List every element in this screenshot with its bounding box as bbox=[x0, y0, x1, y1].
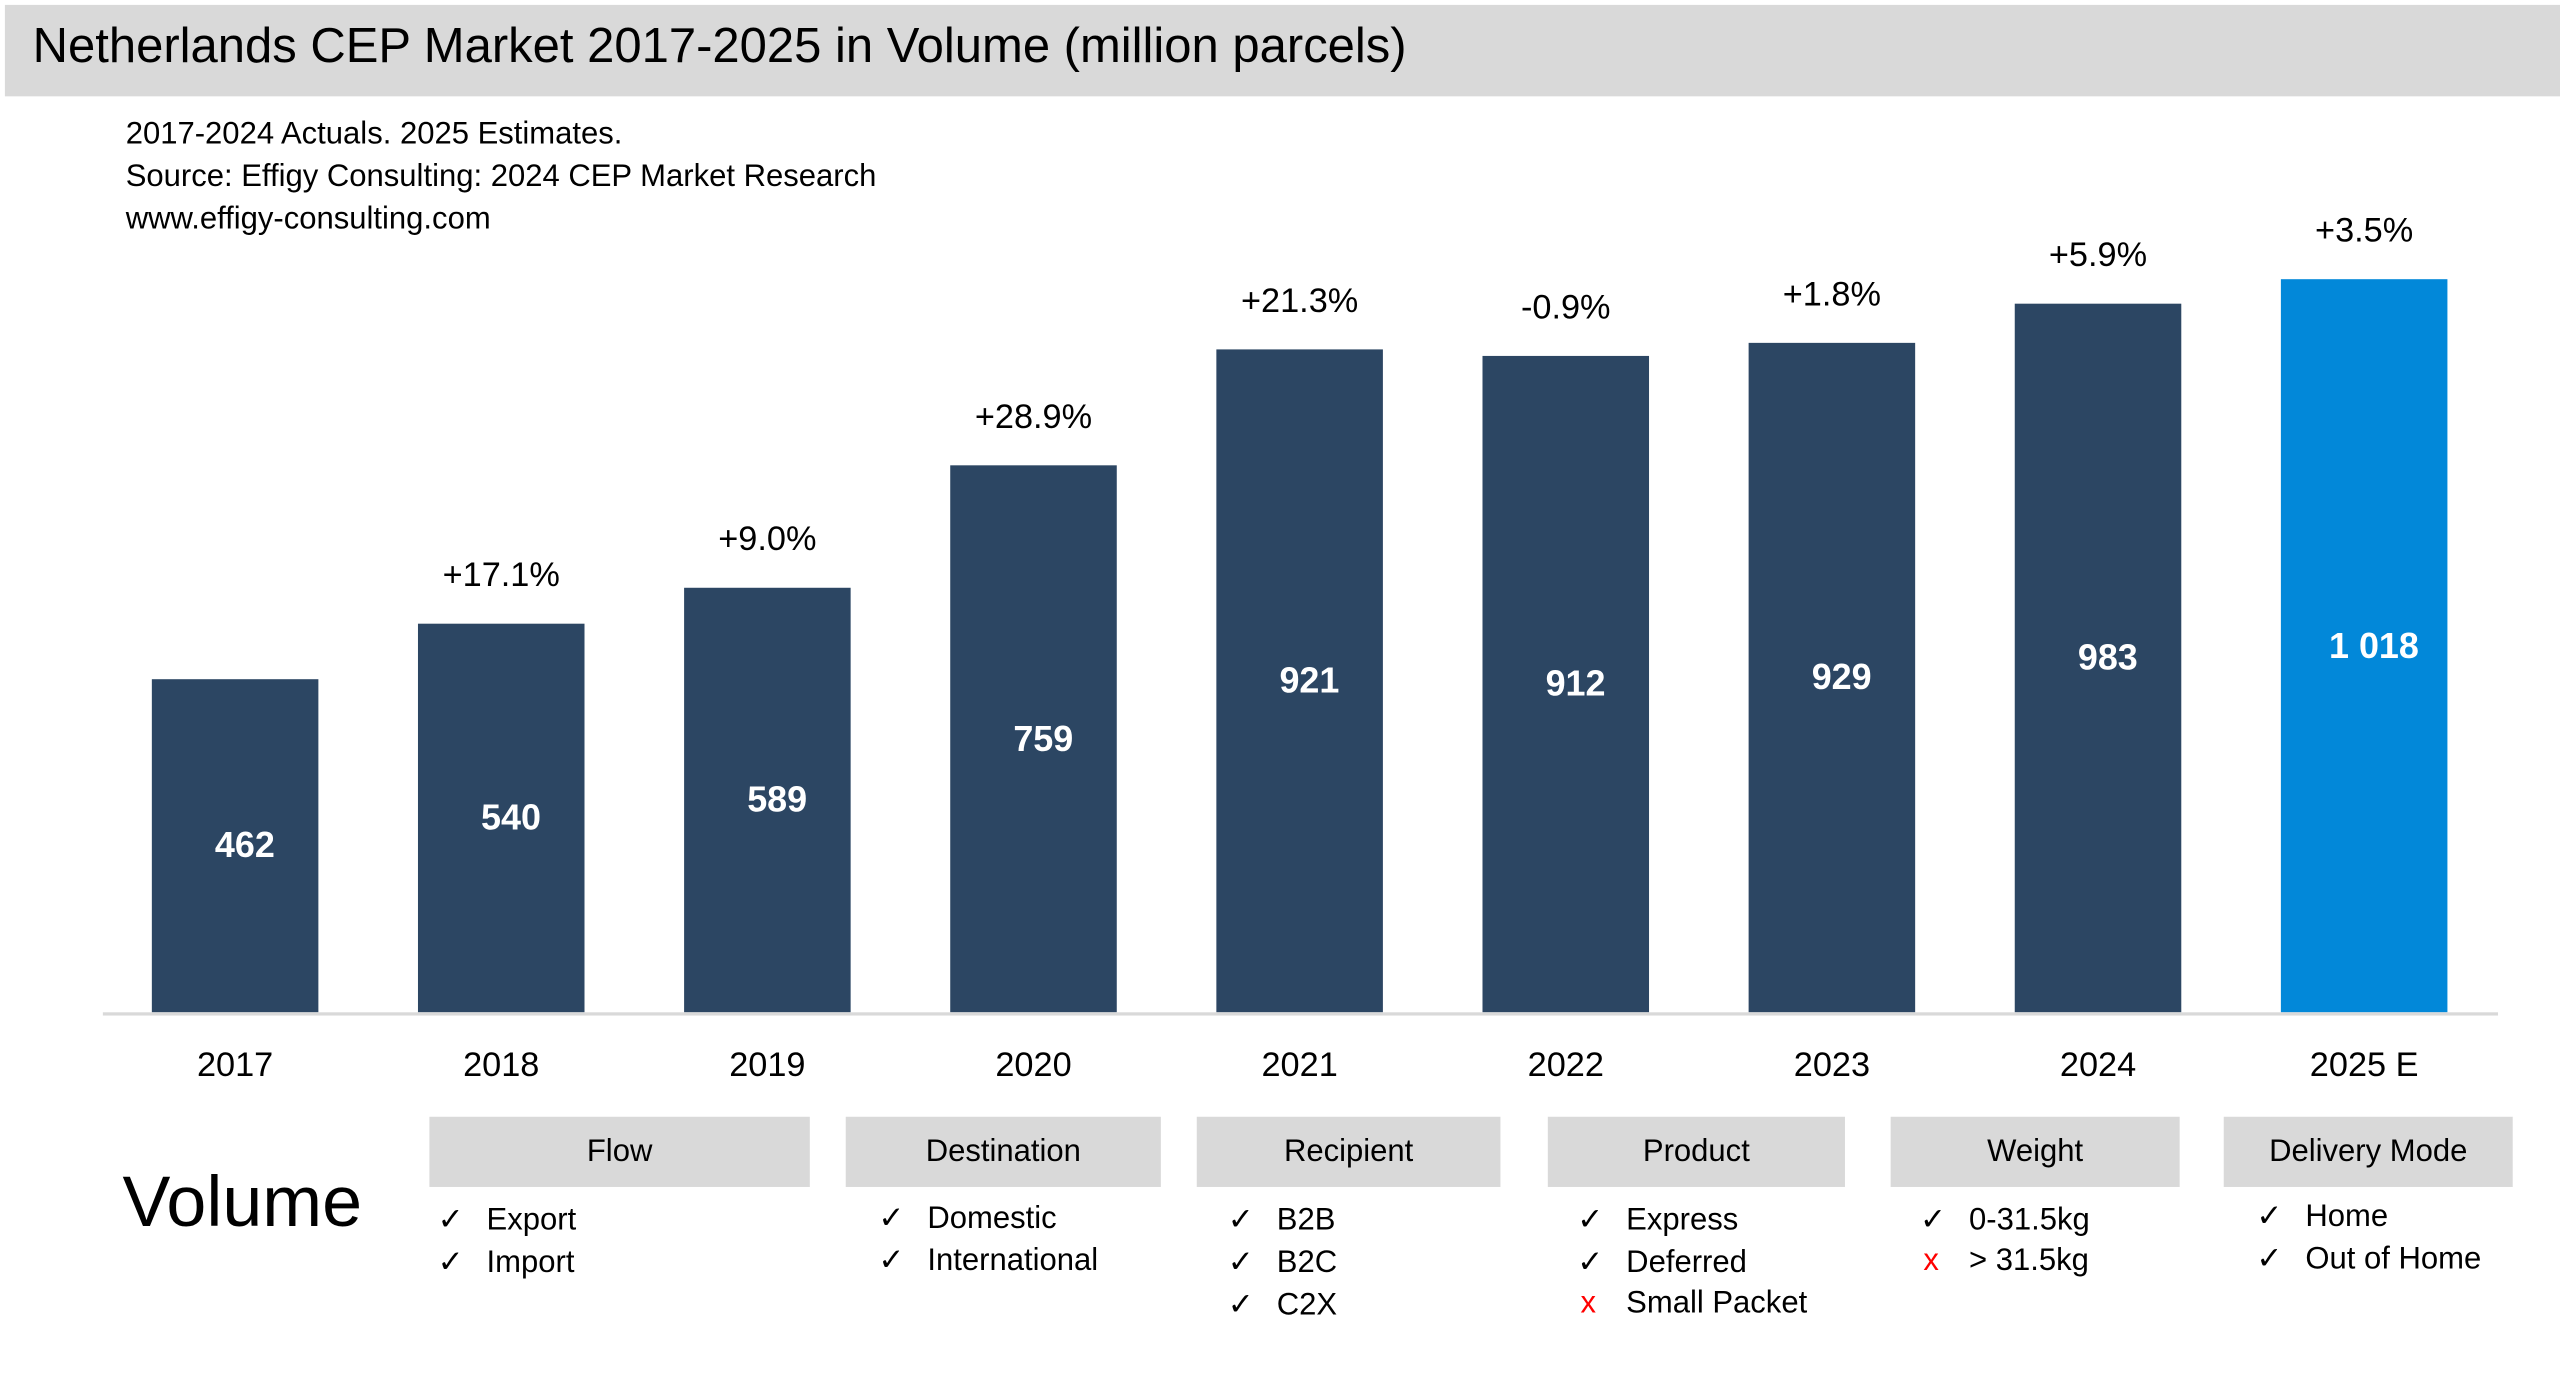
growth-label: +28.9% bbox=[974, 398, 1093, 437]
segment-header-delivery-mode: Delivery Mode bbox=[2223, 1116, 2513, 1187]
check-icon: ✓ bbox=[1577, 1203, 1604, 1238]
segment-item: ✓ C2X bbox=[1228, 1287, 1337, 1325]
segment-item: ✓ Domestic bbox=[878, 1200, 1056, 1238]
x-tick-label: 2023 bbox=[1793, 1046, 1871, 1085]
value-label: 759 bbox=[1013, 717, 1074, 759]
subtitle-url: www.effigy-consulting.com bbox=[125, 202, 491, 237]
subtitle-source: Source: Effigy Consulting: 2024 CEP Mark… bbox=[125, 160, 877, 195]
value-label: 921 bbox=[1279, 659, 1340, 701]
segment-header-weight: Weight bbox=[1890, 1116, 2180, 1187]
cross-icon: x bbox=[1580, 1286, 1596, 1321]
bar-2019 bbox=[684, 588, 851, 1013]
segment-item-label: > 31.5kg bbox=[1969, 1244, 2089, 1279]
growth-label: +1.8% bbox=[1782, 276, 1881, 314]
segment-item-label: C2X bbox=[1276, 1288, 1338, 1323]
x-tick-label: 2018 bbox=[463, 1046, 540, 1085]
check-icon: ✓ bbox=[2256, 1242, 2283, 1277]
segment-item-label: International bbox=[927, 1244, 1099, 1279]
bar-2020 bbox=[950, 465, 1117, 1013]
segment-item: ✓ Import bbox=[438, 1244, 575, 1282]
title-bar bbox=[4, 4, 2560, 97]
value-label: 1 018 bbox=[2328, 624, 2419, 666]
segment-item-label: Out of Home bbox=[2305, 1242, 2482, 1277]
value-label: 912 bbox=[1545, 662, 1606, 704]
segment-item-label: Express bbox=[1626, 1203, 1739, 1238]
segment-item: ✓ International bbox=[878, 1242, 1098, 1280]
page-title: Netherlands CEP Market 2017-2025 in Volu… bbox=[32, 19, 1407, 74]
segment-item-label: Home bbox=[2305, 1200, 2389, 1235]
segment-item: ✓ B2C bbox=[1228, 1244, 1337, 1282]
check-icon: ✓ bbox=[437, 1245, 464, 1281]
growth-label: -0.9% bbox=[1520, 288, 1611, 327]
segment-item-label: Import bbox=[486, 1245, 575, 1281]
growth-label: +9.0% bbox=[718, 521, 817, 559]
value-label: 462 bbox=[214, 824, 275, 866]
segment-item: ✓ Out of Home bbox=[2256, 1241, 2481, 1279]
growth-label: +3.5% bbox=[2315, 212, 2414, 250]
value-label: 540 bbox=[481, 796, 542, 838]
check-icon: ✓ bbox=[1227, 1245, 1254, 1281]
segment-header-product: Product bbox=[1547, 1116, 1845, 1187]
segment-item: x Small Packet bbox=[1577, 1287, 1807, 1323]
subtitle-actuals: 2017-2024 Actuals. 2025 Estimates. bbox=[125, 117, 623, 152]
bar-2021 bbox=[1216, 349, 1383, 1013]
segment-item: ✓ B2B bbox=[1228, 1202, 1336, 1240]
segment-item-label: Deferred bbox=[1626, 1245, 1747, 1281]
x-tick-label: 2025 E bbox=[2309, 1046, 2419, 1085]
segment-item-label: B2C bbox=[1276, 1245, 1338, 1281]
check-icon: ✓ bbox=[437, 1203, 464, 1238]
volume-label: Volume bbox=[122, 1162, 363, 1243]
value-label: 983 bbox=[2077, 637, 2138, 678]
growth-label: +17.1% bbox=[442, 556, 560, 594]
bar-2023 bbox=[1748, 343, 1916, 1013]
check-icon: ✓ bbox=[878, 1201, 905, 1236]
growth-label: +21.3% bbox=[1241, 282, 1359, 320]
check-icon: ✓ bbox=[1227, 1203, 1254, 1238]
bar-2017 bbox=[151, 679, 319, 1013]
check-icon: ✓ bbox=[1227, 1288, 1254, 1323]
bar-2025-E bbox=[2280, 279, 2448, 1013]
segment-item-label: Export bbox=[486, 1203, 577, 1238]
segment-item-label: 0-31.5kg bbox=[1969, 1203, 2090, 1238]
check-icon: ✓ bbox=[878, 1244, 905, 1279]
segment-header-recipient: Recipient bbox=[1196, 1116, 1501, 1187]
x-tick-label: 2022 bbox=[1527, 1046, 1604, 1085]
x-tick-label: 2019 bbox=[729, 1046, 806, 1085]
x-tick-label: 2024 bbox=[2059, 1046, 2137, 1085]
value-label: 589 bbox=[747, 778, 808, 820]
check-icon: ✓ bbox=[1577, 1245, 1604, 1281]
segment-item: x > 31.5kg bbox=[1920, 1244, 2089, 1280]
growth-label: +5.9% bbox=[2048, 237, 2148, 275]
x-axis-line bbox=[102, 1012, 2499, 1016]
check-icon: ✓ bbox=[2256, 1200, 2283, 1235]
segment-item-label: Domestic bbox=[927, 1201, 1057, 1236]
segment-item: ✓ Deferred bbox=[1577, 1244, 1747, 1282]
segment-header-destination: Destination bbox=[845, 1116, 1161, 1187]
segment-item-label: B2B bbox=[1276, 1203, 1336, 1238]
segment-item: ✓ 0-31.5kg bbox=[1920, 1202, 2090, 1240]
cross-icon: x bbox=[1923, 1244, 1939, 1279]
segment-item-label: Small Packet bbox=[1626, 1286, 1808, 1321]
x-tick-label: 2020 bbox=[995, 1046, 1072, 1085]
check-icon: ✓ bbox=[1920, 1203, 1947, 1238]
x-tick-label: 2017 bbox=[196, 1046, 274, 1085]
segment-item: ✓ Home bbox=[2256, 1198, 2388, 1236]
bar-2024 bbox=[2014, 304, 2182, 1013]
bar-2022 bbox=[1482, 355, 1650, 1013]
segment-header-flow: Flow bbox=[429, 1116, 810, 1187]
bar-chart: 462 2017 540 +17.1% 2018 589 +9.0% 2019 759 +28.9… bbox=[151, 212, 2448, 1085]
x-tick-label: 2021 bbox=[1261, 1046, 1338, 1085]
bar-2018 bbox=[417, 623, 585, 1013]
segment-item: ✓ Export bbox=[438, 1202, 577, 1240]
value-label: 929 bbox=[1811, 656, 1872, 698]
segment-item: ✓ Express bbox=[1577, 1202, 1738, 1240]
